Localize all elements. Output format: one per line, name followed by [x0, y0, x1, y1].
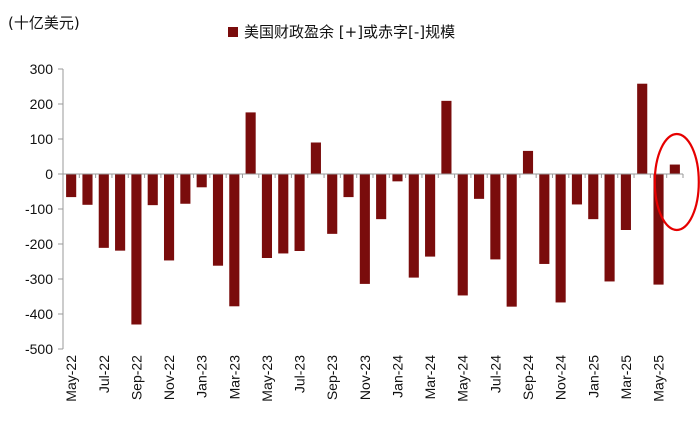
- x-tick-label: Mar-24: [422, 355, 438, 400]
- x-tick-label: Jul-24: [487, 355, 503, 393]
- bar-Feb-23: [212, 174, 224, 266]
- y-tick-label: -200: [25, 236, 53, 252]
- bar-Aug-22: [115, 174, 126, 251]
- x-tick-label: Sep-23: [324, 355, 340, 400]
- x-tick-label: Jan-24: [389, 355, 405, 398]
- bar-Dec-23: [376, 174, 387, 220]
- x-tick-label: Jan-25: [585, 355, 601, 398]
- x-tick-label: Jul-23: [292, 355, 308, 393]
- x-tick-label: Nov-23: [357, 355, 373, 400]
- y-tick-label: 0: [45, 166, 53, 182]
- bar-Apr-23: [245, 112, 256, 174]
- bar-Jul-23: [294, 174, 305, 251]
- x-tick-label: Sep-22: [128, 355, 144, 400]
- x-tick-label: Mar-23: [226, 355, 242, 400]
- bar-Mar-24: [425, 174, 436, 257]
- y-tick-label: -400: [25, 306, 53, 322]
- x-axis: May-22 Jul-22 Sep-22 Nov-22 Jan-23 Mar-23 May-…: [62, 173, 684, 402]
- x-tick-label: Nov-24: [553, 355, 569, 400]
- bar-Mar-23: [229, 174, 240, 307]
- bar-Jan-25: [588, 174, 599, 220]
- bar-Aug-23: [310, 142, 321, 174]
- bar-Oct-22: [147, 174, 158, 206]
- bar-Oct-23: [343, 174, 354, 198]
- bar-Jun-25: [669, 164, 680, 174]
- bar-Feb-24: [408, 174, 419, 278]
- x-tick-label: May-24: [455, 355, 471, 402]
- bar-Nov-23: [359, 174, 370, 284]
- x-tick-label: May-23: [259, 355, 275, 402]
- legend-swatch: [228, 26, 238, 37]
- bar-Jul-24: [490, 174, 501, 260]
- legend: 美国财政盈余 [+]或赤字[-]规模: [228, 21, 455, 42]
- bar-Nov-24: [555, 174, 566, 303]
- legend-label: 美国财政盈余 [+]或赤字[-]规模: [244, 23, 456, 41]
- bar-Jan-23: [196, 174, 207, 188]
- x-tick-label: Jan-23: [194, 355, 210, 398]
- y-tick-label: 200: [30, 96, 54, 112]
- y-tick-label: -100: [25, 201, 53, 217]
- bar-Jun-24: [473, 174, 485, 199]
- highlight-ellipse: [653, 132, 700, 232]
- annotation: [653, 132, 700, 232]
- y-axis: 300 200 100 0 -100 -200 -300 -400 -500: [25, 61, 64, 357]
- bar-May-23: [261, 174, 273, 258]
- y-tick-label: -300: [25, 271, 53, 287]
- bar-May-25: [653, 174, 664, 285]
- x-tick-label: May-22: [63, 355, 79, 402]
- bars: [66, 83, 680, 325]
- unit-label: (十亿美元): [8, 14, 80, 32]
- x-tick-label: Jul-22: [96, 355, 112, 393]
- x-tick-label: Mar-25: [618, 355, 634, 400]
- bar-Feb-25: [604, 174, 615, 282]
- bar-Jun-23: [278, 174, 289, 254]
- bar-Oct-24: [539, 174, 550, 264]
- bar-Dec-22: [180, 174, 191, 204]
- bar-Jun-22: [82, 174, 93, 205]
- bar-Sep-24: [522, 150, 534, 174]
- y-tick-label: 300: [30, 61, 54, 77]
- bar-May-22: [66, 174, 77, 198]
- bar-Nov-22: [163, 174, 175, 261]
- bar-Dec-24: [571, 174, 583, 205]
- x-tick-label: Nov-22: [161, 355, 177, 400]
- x-tick-label: Sep-24: [520, 355, 536, 400]
- bar-Jul-22: [98, 174, 109, 248]
- bar-Apr-24: [441, 100, 452, 174]
- y-tick-label: -500: [25, 341, 53, 357]
- bar-Mar-25: [620, 174, 631, 230]
- bar-Aug-24: [506, 174, 517, 307]
- bar-Apr-25: [637, 83, 648, 174]
- bar-May-24: [457, 174, 468, 296]
- y-tick-label: 100: [30, 131, 54, 147]
- x-tick-label: May-25: [651, 355, 667, 402]
- bar-Jan-24: [392, 174, 403, 182]
- bar-Sep-23: [327, 174, 338, 234]
- bar-Sep-22: [131, 174, 142, 325]
